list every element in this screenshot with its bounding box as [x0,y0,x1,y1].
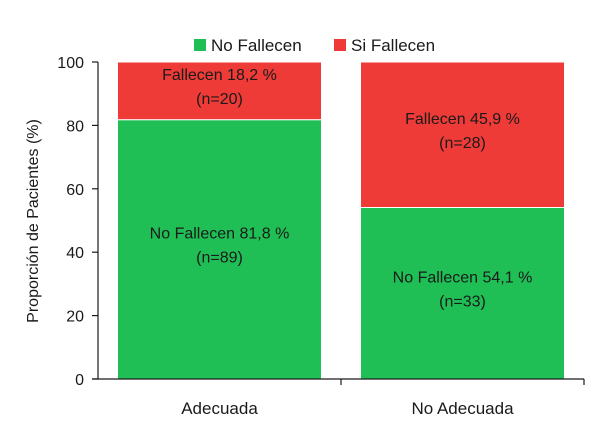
y-tick-label: 40 [66,245,84,262]
data-label: (n=20) [196,91,243,108]
legend-label: No Fallecen [211,36,302,55]
bar-segment-si-fallecen-2 [360,61,565,209]
x-tick-label: No Adecuada [411,399,514,418]
x-tick-label: Adecuada [181,399,258,418]
y-tick-label: 60 [66,182,84,199]
y-tick-label: 80 [66,118,84,135]
data-label: (n=28) [439,135,486,152]
data-label: No Fallecen 54,1 % [393,269,533,286]
y-tick-label: 20 [66,309,84,326]
data-label: Fallecen 45,9 % [405,111,520,128]
axes: Adecuada No Adecuada 0 20 40 60 80 100 [57,55,585,418]
legend-swatch-si-fallecen [334,39,346,51]
y-tick-label: 100 [57,55,84,72]
data-label: Fallecen 18,2 % [162,67,277,84]
legend-label: Si Fallecen [351,36,435,55]
plot-area: No Fallecen 81,8 % (n=89) Fallecen 18,2 % (… [117,61,565,380]
y-tick-label: 0 [75,372,84,389]
bar-segment-si-fallecen-1 [117,61,322,121]
data-label: (n=89) [196,249,243,266]
data-label: No Fallecen 81,8 % [150,225,290,242]
legend-swatch-no-fallecen [194,39,206,51]
data-label: (n=33) [439,293,486,310]
y-axis-label: Proporción de Pacientes (%) [25,119,42,323]
legend: No Fallecen Si Fallecen [194,36,435,55]
bar-segment-no-fallecen-1 [117,119,322,380]
